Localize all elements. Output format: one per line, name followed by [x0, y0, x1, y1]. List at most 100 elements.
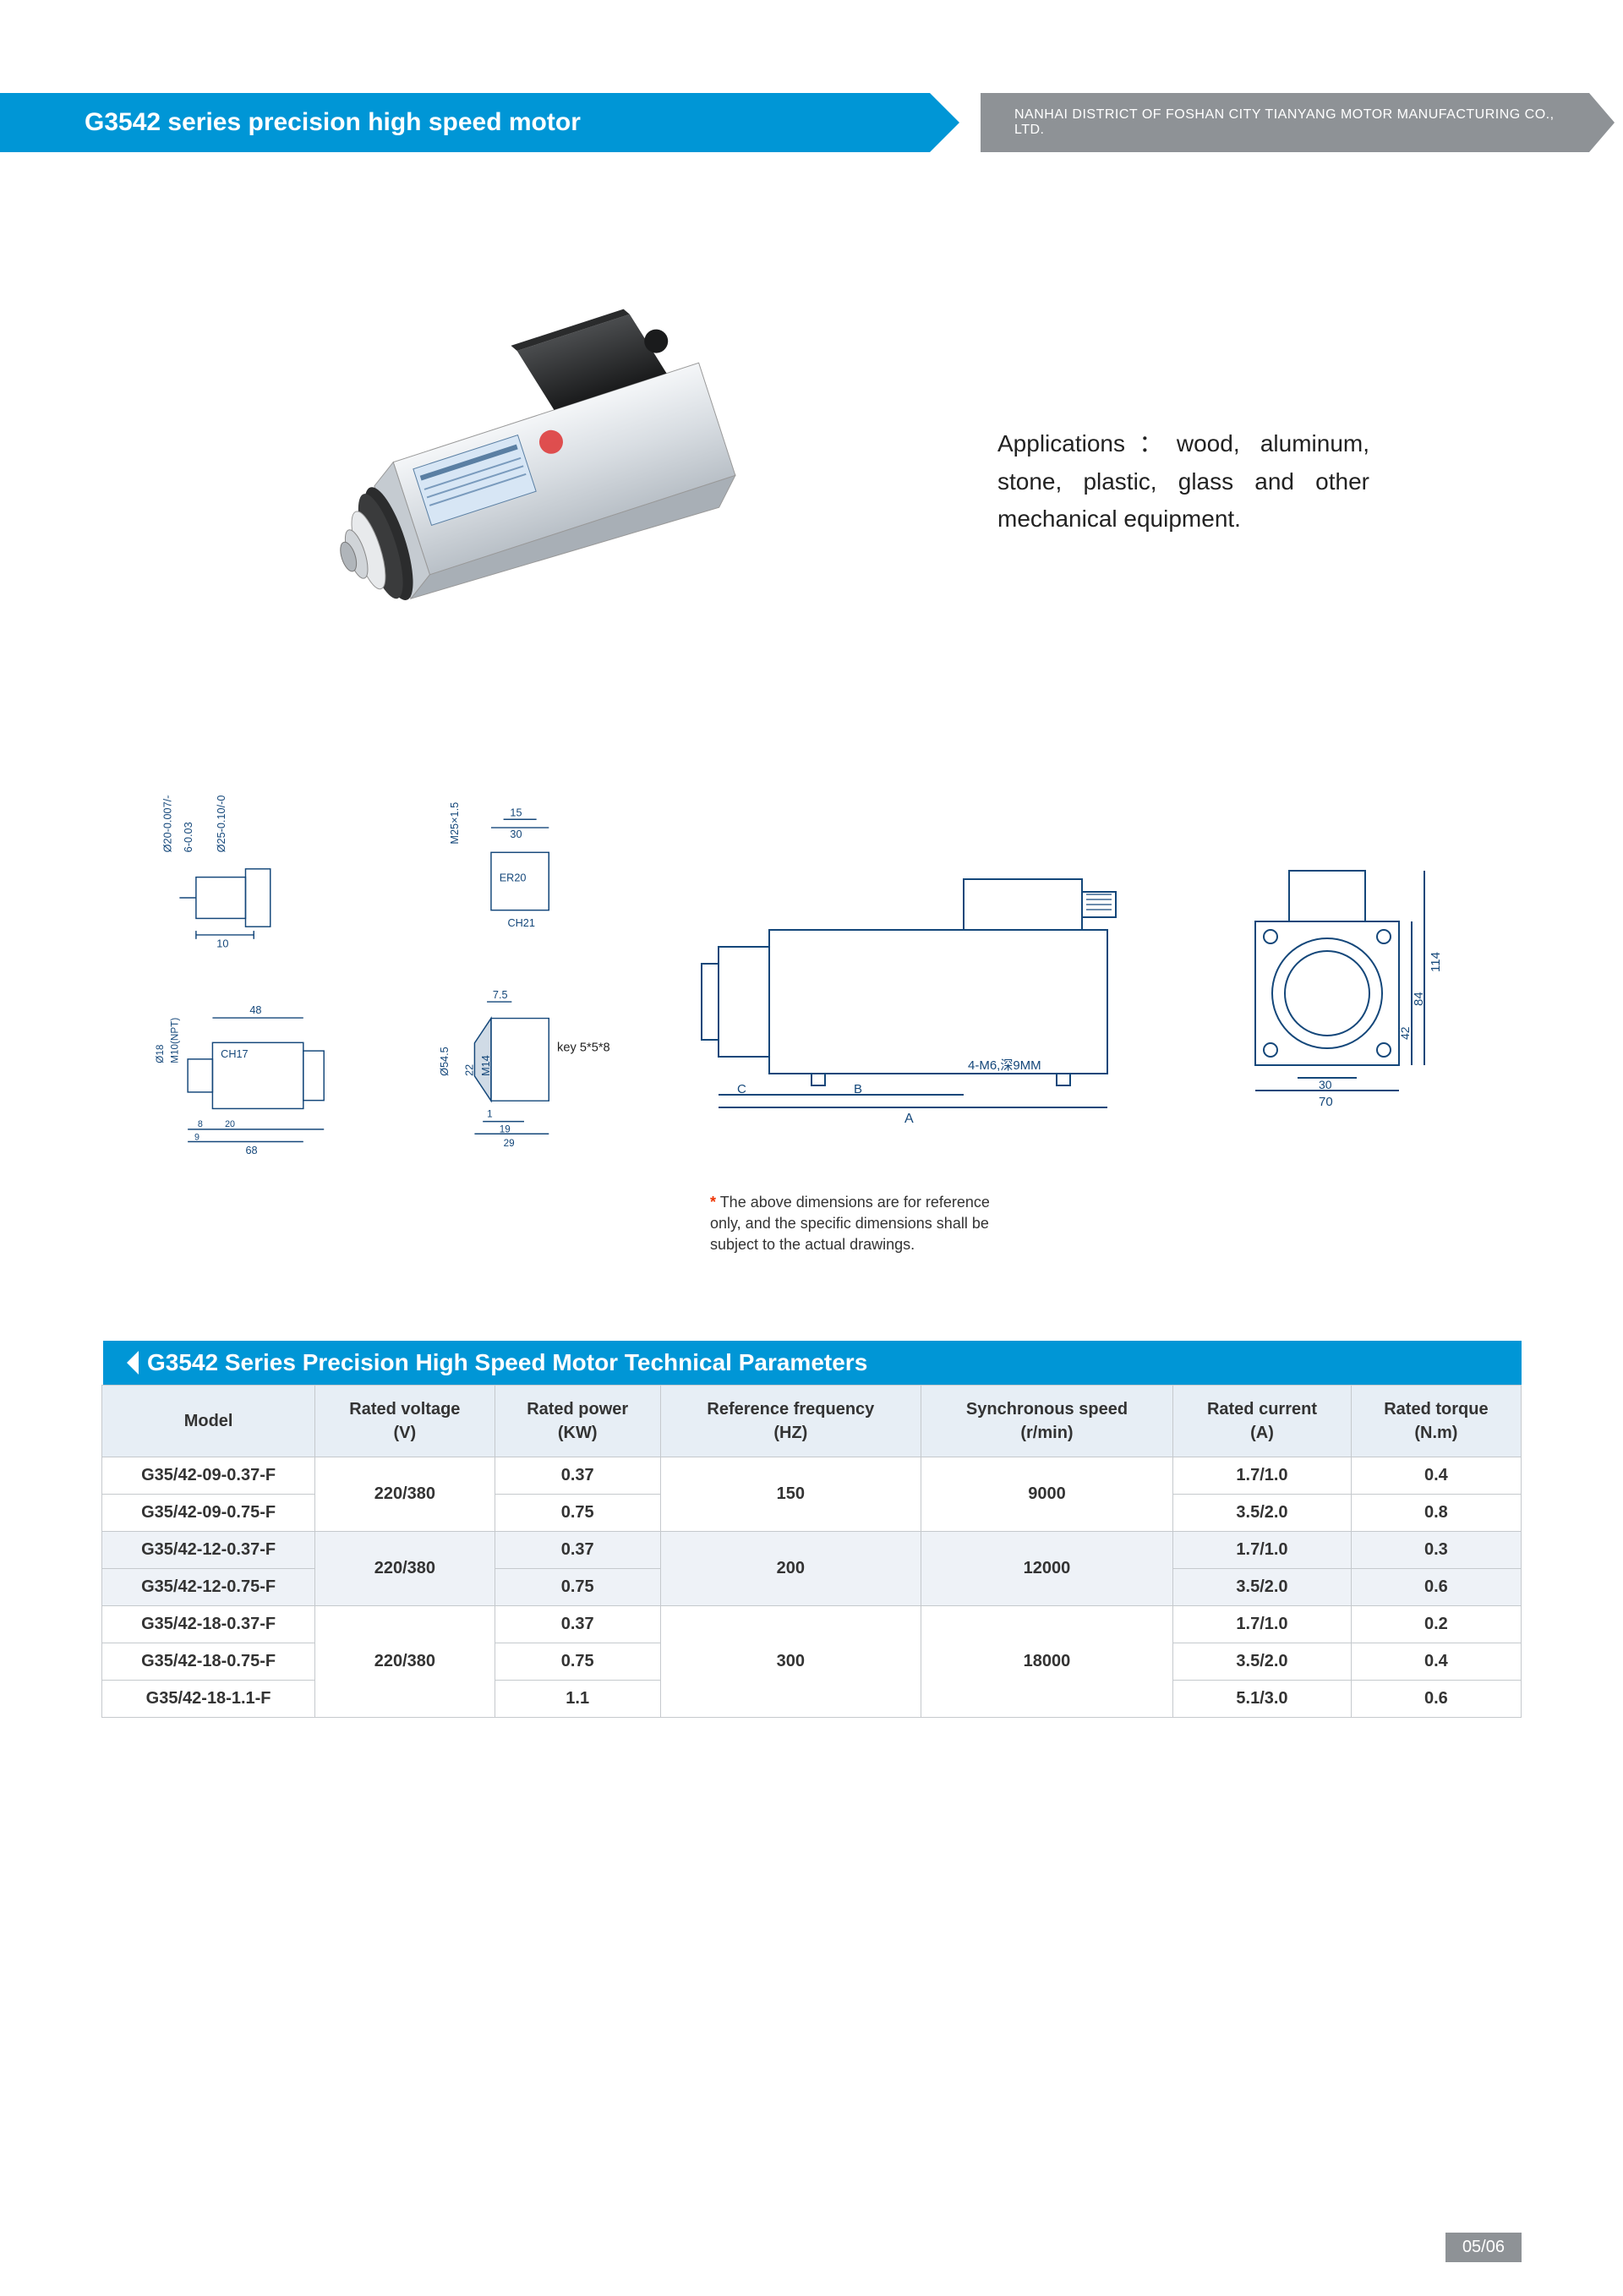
drawing-5: 4-M6,深9MM A B C	[668, 820, 1175, 1158]
note-star: *	[710, 1194, 716, 1211]
svg-text:1: 1	[487, 1108, 493, 1119]
drawing-side-view: 4-M6,深9MM A B C	[659, 812, 1183, 1167]
svg-text:19: 19	[500, 1123, 511, 1134]
svg-text:20: 20	[225, 1119, 235, 1129]
cell-freq: 150	[660, 1457, 921, 1531]
cell-current: 3.5/2.0	[1173, 1494, 1352, 1531]
col-power: Rated power(KW)	[495, 1385, 660, 1457]
cell-model: G35/42-18-0.75-F	[102, 1643, 315, 1680]
cell-torque: 0.4	[1351, 1643, 1521, 1680]
cell-speed: 12000	[921, 1531, 1172, 1605]
motor-illustration	[237, 279, 812, 685]
cell-voltage: 220/380	[315, 1531, 495, 1605]
svg-text:Ø18: Ø18	[155, 1045, 166, 1063]
cell-speed: 18000	[921, 1605, 1172, 1717]
drawing-col-2: M25×1.5 15 30 ER20 CH21 Ø54.5 22 M14 7.5…	[414, 795, 634, 1167]
col-torque: Rated torque(N.m)	[1351, 1385, 1521, 1457]
table-section-title: G3542 Series Precision High Speed Motor …	[101, 1341, 1522, 1385]
cell-model: G35/42-18-1.1-F	[102, 1680, 315, 1717]
drawing-1: Ø20-0.007/-0.02 6-0.03 Ø25-0.10/-0.20 10	[144, 795, 380, 959]
cell-current: 3.5/2.0	[1173, 1643, 1352, 1680]
header-title: G3542 series precision high speed motor	[0, 93, 930, 152]
svg-text:key 5*5*8: key 5*5*8	[557, 1041, 610, 1054]
col-freq: Reference frequency(HZ)	[660, 1385, 921, 1457]
svg-text:Ø20-0.007/-0.02: Ø20-0.007/-0.02	[162, 795, 174, 852]
cell-current: 1.7/1.0	[1173, 1531, 1352, 1568]
header-company-text: NANHAI DISTRICT OF FOSHAN CITY TIANYANG …	[1014, 107, 1555, 138]
svg-text:84: 84	[1412, 992, 1426, 1006]
svg-text:30: 30	[510, 828, 522, 840]
cell-model: G35/42-09-0.75-F	[102, 1494, 315, 1531]
svg-text:7.5: 7.5	[493, 989, 508, 1001]
drawing-6: 114 84 42 30 70	[1213, 820, 1467, 1158]
cell-current: 1.7/1.0	[1173, 1605, 1352, 1643]
applications-text: Applications：wood, aluminum, stone, plas…	[997, 425, 1369, 538]
drawing-3: M25×1.5 15 30 ER20 CH21	[423, 795, 626, 943]
header-company: NANHAI DISTRICT OF FOSHAN CITY TIANYANG …	[981, 93, 1589, 152]
header-title-text: G3542 series precision high speed motor	[85, 108, 581, 137]
cell-power: 1.1	[495, 1680, 660, 1717]
svg-text:15: 15	[510, 806, 522, 818]
svg-text:ER20: ER20	[500, 872, 527, 884]
svg-text:8: 8	[198, 1119, 203, 1129]
table-header-row: Model Rated voltage(V) Rated power(KW) R…	[102, 1385, 1522, 1457]
table-row: G35/42-12-0.37-F220/3800.37200120001.7/1…	[102, 1531, 1522, 1568]
svg-text:M25×1.5: M25×1.5	[449, 802, 461, 845]
svg-text:30: 30	[1319, 1078, 1332, 1091]
parameters-table: Model Rated voltage(V) Rated power(KW) R…	[101, 1385, 1522, 1718]
cell-power: 0.37	[495, 1605, 660, 1643]
cell-current: 5.1/3.0	[1173, 1680, 1352, 1717]
cell-torque: 0.6	[1351, 1568, 1521, 1605]
svg-text:Ø25-0.10/-0.20: Ø25-0.10/-0.20	[216, 795, 227, 852]
svg-text:114: 114	[1429, 952, 1443, 972]
svg-text:A: A	[904, 1112, 914, 1126]
drawing-2: Ø18 M10(NPT) CH17 48 8 20 9 68	[144, 985, 380, 1167]
svg-text:M10(NPT): M10(NPT)	[169, 1018, 180, 1063]
cell-voltage: 220/380	[315, 1457, 495, 1531]
cell-torque: 0.4	[1351, 1457, 1521, 1494]
drawing-front-view: 114 84 42 30 70	[1209, 812, 1471, 1167]
page-number: 05/06	[1445, 2233, 1522, 2262]
svg-text:Ø54.5: Ø54.5	[439, 1047, 451, 1076]
svg-text:10: 10	[216, 938, 228, 950]
cell-model: G35/42-09-0.37-F	[102, 1457, 315, 1494]
cell-model: G35/42-18-0.37-F	[102, 1605, 315, 1643]
drawings-section: Ø20-0.007/-0.02 6-0.03 Ø25-0.10/-0.20 10…	[0, 761, 1623, 1184]
cell-power: 0.37	[495, 1457, 660, 1494]
cell-power: 0.75	[495, 1494, 660, 1531]
cell-power: 0.75	[495, 1568, 660, 1605]
cell-power: 0.37	[495, 1531, 660, 1568]
table-row: G35/42-09-0.37-F220/3800.3715090001.7/1.…	[102, 1457, 1522, 1494]
col-voltage: Rated voltage(V)	[315, 1385, 495, 1457]
col-speed: Synchronous speed(r/min)	[921, 1385, 1172, 1457]
page-header: G3542 series precision high speed motor …	[0, 93, 1623, 152]
drawing-4: Ø54.5 22 M14 7.5 key 5*5*8 1 19 29	[423, 969, 626, 1167]
product-section: Applications：wood, aluminum, stone, plas…	[0, 152, 1623, 761]
svg-text:22: 22	[463, 1063, 475, 1075]
svg-text:68: 68	[245, 1145, 257, 1156]
svg-text:C: C	[737, 1082, 746, 1096]
svg-text:29: 29	[504, 1138, 515, 1149]
col-model: Model	[102, 1385, 315, 1457]
cell-voltage: 220/380	[315, 1605, 495, 1717]
cell-freq: 300	[660, 1605, 921, 1717]
col-current: Rated current(A)	[1173, 1385, 1352, 1457]
cell-model: G35/42-12-0.37-F	[102, 1531, 315, 1568]
svg-text:M14: M14	[480, 1055, 492, 1076]
svg-text:42: 42	[1398, 1026, 1412, 1040]
drawing-col-1: Ø20-0.007/-0.02 6-0.03 Ø25-0.10/-0.20 10…	[135, 795, 389, 1167]
dimension-note: * The above dimensions are for reference…	[0, 1184, 1014, 1307]
product-photo	[220, 254, 828, 710]
svg-text:CH17: CH17	[221, 1048, 248, 1060]
cell-power: 0.75	[495, 1643, 660, 1680]
svg-text:9: 9	[194, 1133, 199, 1143]
cell-current: 1.7/1.0	[1173, 1457, 1352, 1494]
cell-model: G35/42-12-0.75-F	[102, 1568, 315, 1605]
svg-text:6-0.03: 6-0.03	[183, 822, 194, 852]
table-title-text: G3542 Series Precision High Speed Motor …	[147, 1349, 867, 1376]
svg-text:CH21: CH21	[507, 917, 534, 929]
note-text: The above dimensions are for reference o…	[710, 1194, 990, 1253]
cell-torque: 0.6	[1351, 1680, 1521, 1717]
svg-text:70: 70	[1319, 1095, 1333, 1109]
cell-torque: 0.8	[1351, 1494, 1521, 1531]
